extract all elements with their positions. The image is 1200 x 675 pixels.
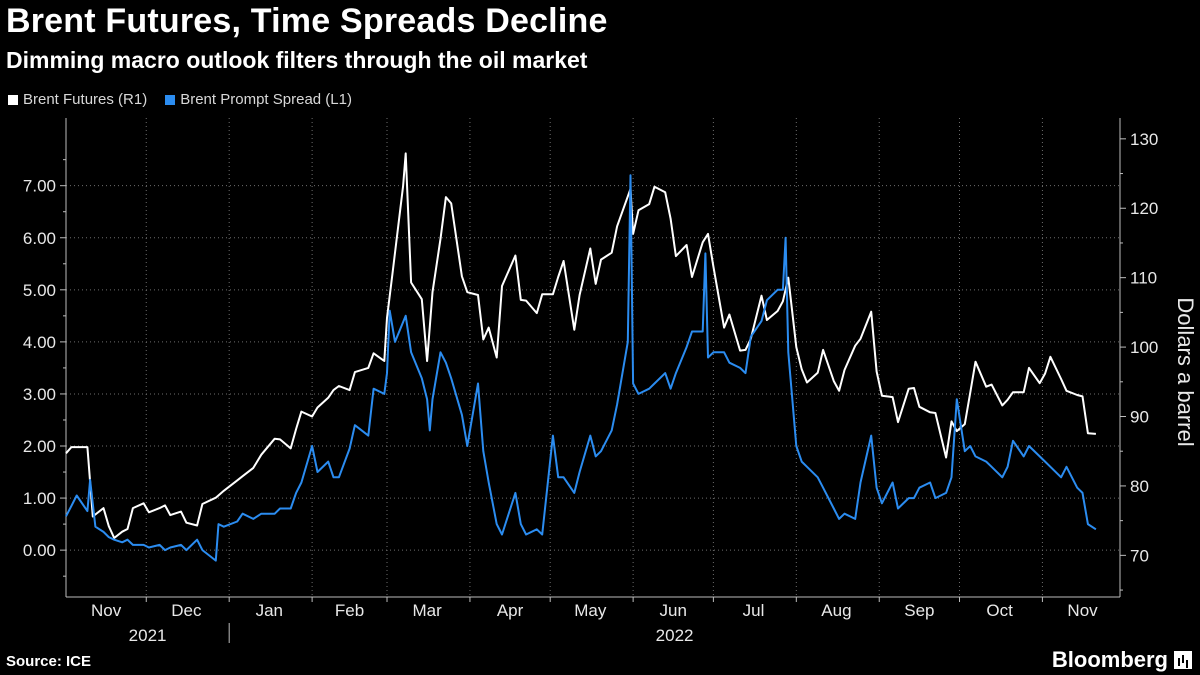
legend-label-spread: Brent Prompt Spread (L1)	[180, 91, 352, 108]
right-tick-label: 110	[1130, 269, 1157, 288]
x-tick-label-month: Apr	[497, 601, 524, 620]
right-tick-label: 120	[1130, 199, 1158, 218]
left-tick-label: 4.00	[23, 333, 56, 352]
left-axis-ticks: 0.00 1.00 2.00 3.00 4.00 5.00 6.00 7.00	[23, 159, 66, 577]
chart-title: Brent Futures, Time Spreads Decline	[6, 2, 608, 40]
right-axis-ticks: 70 80 90 100 110 120 130	[1120, 130, 1158, 591]
right-tick-label: 80	[1130, 477, 1149, 496]
gridlines	[66, 118, 1120, 597]
x-tick-label-month: Nov	[1067, 601, 1098, 620]
legend: Brent Futures (R1) Brent Prompt Spread (…	[8, 91, 352, 108]
x-tick-label-month: Dec	[171, 601, 202, 620]
x-tick-label-month: Nov	[91, 601, 122, 620]
left-tick-label: 0.00	[23, 541, 56, 560]
series-lines	[65, 152, 1097, 562]
right-tick-label: 100	[1130, 338, 1158, 357]
left-tick-label: 6.00	[23, 229, 56, 248]
legend-label-futures: Brent Futures (R1)	[23, 91, 148, 108]
x-axis-ticks: Nov Dec Jan Feb Mar Apr May Jun Jul Aug Sep Oct Nov 2…	[91, 597, 1098, 645]
bloomberg-chart-icon	[1174, 651, 1192, 669]
series-line-brent-prompt-spread	[65, 174, 1097, 562]
legend-item-spread[interactable]: Brent Prompt Spread (L1)	[165, 91, 352, 108]
x-tick-label-month: Aug	[821, 601, 851, 620]
chart-subtitle: Dimming macro outlook filters through th…	[6, 47, 588, 73]
x-tick-label-month: Sep	[904, 601, 934, 620]
x-year-label-2022: 2022	[656, 626, 694, 645]
axes	[65, 118, 1121, 598]
x-tick-label-month: May	[574, 601, 607, 620]
right-tick-label: 70	[1130, 546, 1149, 565]
right-tick-label: 90	[1130, 408, 1149, 427]
legend-swatch-spread	[165, 94, 176, 105]
left-tick-label: 5.00	[23, 281, 56, 300]
x-tick-label-month: Jan	[256, 601, 283, 620]
left-tick-label: 3.00	[23, 385, 56, 404]
legend-swatch-futures	[8, 94, 18, 105]
left-tick-label: 1.00	[23, 489, 56, 508]
legend-item-futures[interactable]: Brent Futures (R1)	[8, 91, 147, 108]
right-axis-title: Dollars a barrel	[1173, 297, 1198, 446]
left-tick-label: 7.00	[23, 177, 56, 196]
x-tick-label-month: Feb	[335, 601, 364, 620]
x-tick-label-month: Mar	[413, 601, 443, 620]
source-note: Source: ICE	[6, 653, 92, 670]
brand-logo: Bloomberg	[1052, 647, 1192, 673]
x-year-label-2021: 2021	[129, 626, 167, 645]
series-line-brent-futures	[65, 152, 1096, 539]
brand-name: Bloomberg	[1051, 647, 1168, 672]
x-tick-label-month: Jun	[660, 601, 687, 620]
left-tick-label: 2.00	[23, 437, 56, 456]
right-tick-label: 130	[1130, 130, 1158, 149]
x-tick-label-month: Jul	[743, 601, 765, 620]
x-tick-label-month: Oct	[986, 601, 1013, 620]
